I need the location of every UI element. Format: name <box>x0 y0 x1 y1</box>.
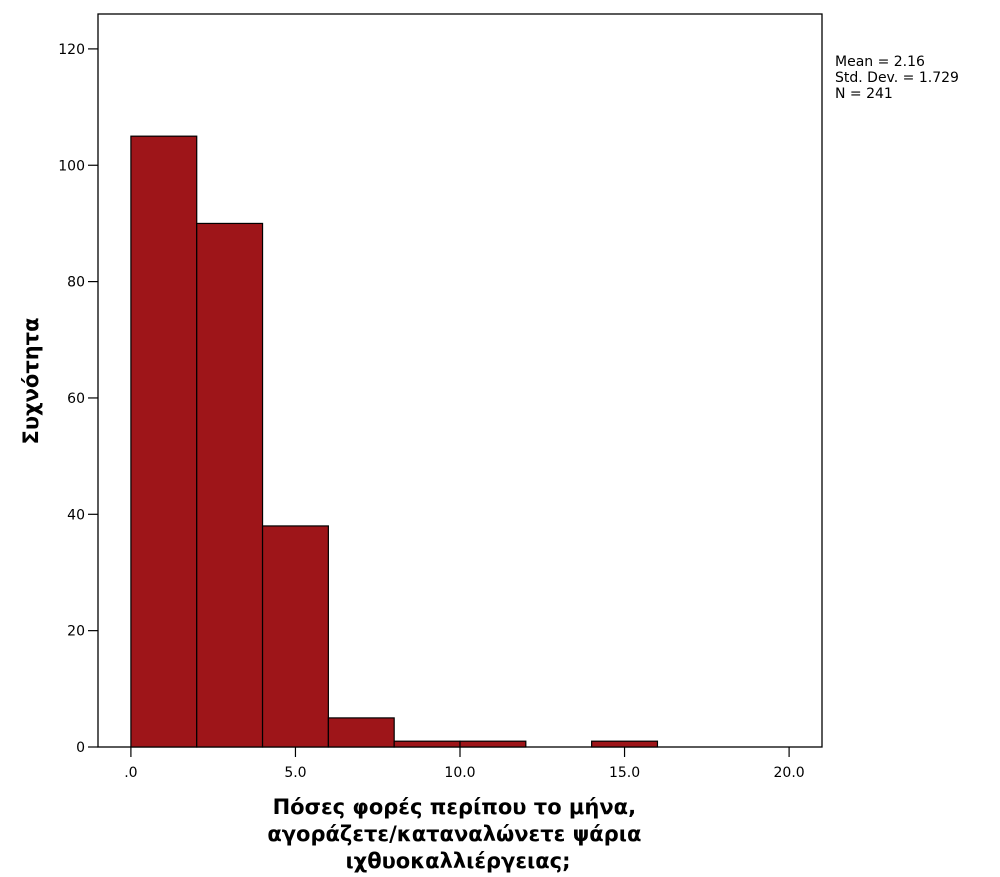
stats-box: Mean = 2.16 Std. Dev. = 1.729 N = 241 <box>835 54 959 102</box>
x-tick-label: 15.0 <box>609 765 640 781</box>
x-tick-label: 10.0 <box>444 765 475 781</box>
y-tick-label: 40 <box>67 507 85 523</box>
y-axis: 0 20 40 60 80 100 120 <box>58 42 98 756</box>
bars-group <box>130 135 659 748</box>
x-axis-title-line-3: ιχθυοκαλλιέργειας; <box>345 849 570 873</box>
x-axis-title-line-1: Πόσες φορές περίπου το μήνα, <box>273 795 636 819</box>
y-tick-label: 120 <box>58 42 85 58</box>
histogram-bar <box>591 740 659 748</box>
x-axis-title-line-2: αγοράζετε/καταναλώνετε ψάρια <box>267 822 641 846</box>
y-tick-label: 80 <box>67 275 85 291</box>
y-axis-title: Συχνότητα <box>19 318 43 445</box>
histogram-bar <box>196 222 264 748</box>
y-tick-label: 100 <box>58 158 85 174</box>
histogram-bar <box>459 740 527 748</box>
histogram-bar <box>393 740 461 748</box>
stats-mean: Mean = 2.16 <box>835 54 925 70</box>
x-tick-label: 20.0 <box>774 765 805 781</box>
x-axis: .0 5.0 10.0 15.0 20.0 <box>124 747 805 781</box>
y-tick-label: 0 <box>76 740 85 756</box>
stats-std-dev: Std. Dev. = 1.729 <box>835 70 959 86</box>
y-tick-label: 60 <box>67 391 85 407</box>
histogram-bar <box>327 717 395 748</box>
y-tick-label: 20 <box>67 624 85 640</box>
histogram-bar <box>261 525 329 748</box>
x-tick-label: 5.0 <box>284 765 306 781</box>
x-axis-title: Πόσες φορές περίπου το μήνα, αγοράζετε/κ… <box>267 795 648 873</box>
stats-n: N = 241 <box>835 86 893 102</box>
histogram-bar <box>130 135 198 748</box>
x-tick-label: .0 <box>124 765 137 781</box>
